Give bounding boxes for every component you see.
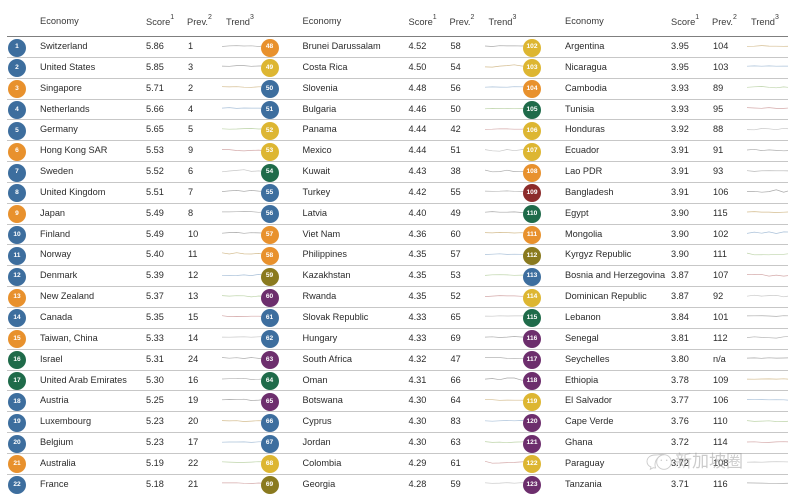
svg-text:新加坡圈: 新加坡圈 [675,452,743,471]
